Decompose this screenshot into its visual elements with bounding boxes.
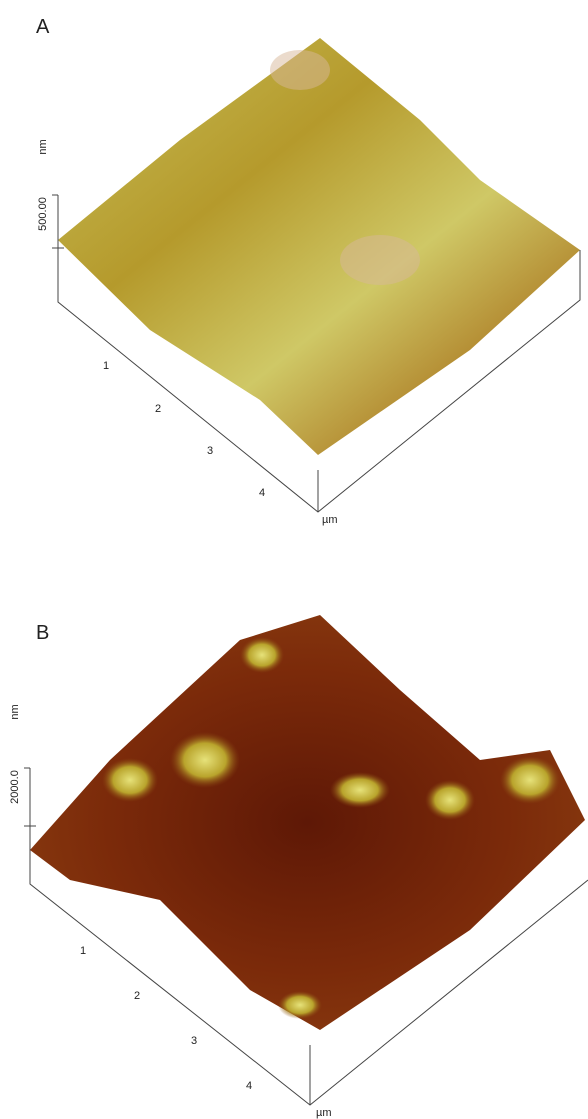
surface-peak [330,772,390,808]
surface-highlight [340,235,420,285]
x-tick-label: 3 [191,1035,197,1047]
x-unit: µm [322,514,338,526]
surface-peak [425,780,475,820]
surface [58,38,580,455]
panel-label: B [36,622,49,644]
surface-peak [240,637,284,673]
x-tick-label: 2 [155,403,161,415]
surface-peak [102,758,158,802]
surface [30,615,585,1030]
x-tick-label: 1 [103,360,109,372]
z-tick-label: 2000.0 [9,770,21,804]
surface-peak [278,991,322,1019]
z-unit: nm [37,139,49,154]
panel-b: B nm 2000.0 1 2 3 4 µm [9,615,588,1119]
panel-label: A [36,16,50,38]
x-unit: µm [316,1107,332,1119]
panel-a: A nm 500.00 1 2 3 4 µm [36,16,580,526]
z-unit: nm [9,704,21,719]
figure: A nm 500.00 1 2 3 4 µm B nm 2000.0 1 2 3 [0,0,588,1119]
x-tick-label: 4 [246,1080,252,1092]
x-tick-label: 4 [259,487,265,499]
x-tick-label: 2 [134,990,140,1002]
z-tick-label: 500.00 [37,197,49,231]
surface-peak [170,732,240,788]
surface-peak [500,756,560,804]
surface-highlight [270,50,330,90]
x-tick-label: 3 [207,445,213,457]
x-tick-label: 1 [80,945,86,957]
